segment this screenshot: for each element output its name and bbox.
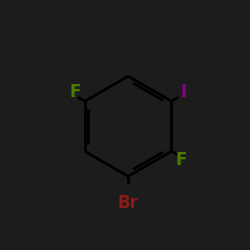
Text: F: F [70,84,81,102]
Text: F: F [175,151,187,169]
Text: I: I [180,84,187,102]
Text: Br: Br [118,194,139,212]
